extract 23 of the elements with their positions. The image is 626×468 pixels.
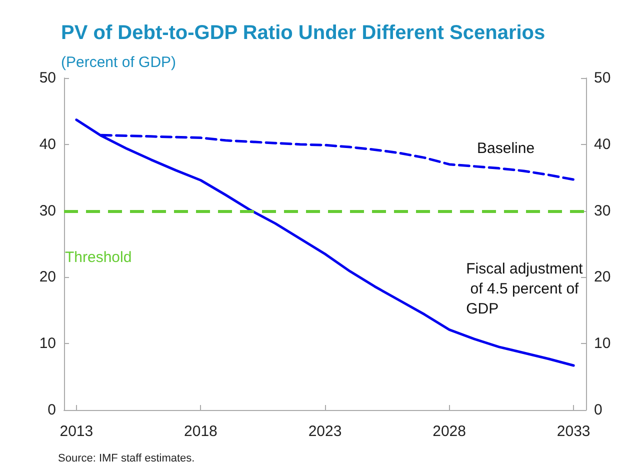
- x-tick-label: 2028: [432, 423, 466, 440]
- y2-tick-label: 10: [594, 335, 611, 352]
- y2-tick-label: 0: [594, 402, 602, 418]
- y2-tick-label: 50: [594, 70, 611, 86]
- x-tick-label: 2018: [184, 423, 218, 440]
- chart-title: PV of Debt-to-GDP Ratio Under Different Scenarios: [61, 22, 546, 44]
- y-tick-label: 50: [39, 70, 56, 86]
- chart-subtitle: (Percent of GDP): [61, 54, 176, 71]
- x-tick-label: 2033: [556, 423, 590, 440]
- y2-tick-label: 30: [594, 202, 611, 220]
- series-label: Baseline: [477, 140, 535, 157]
- y2-tick-label: 20: [594, 268, 611, 286]
- y-tick-label: 10: [39, 335, 56, 352]
- y2-tick-label: 40: [594, 136, 611, 153]
- y-tick-label: 20: [39, 268, 56, 286]
- series-label: Fiscal adjustment of 4.5 percent of GDP: [466, 260, 584, 318]
- y-tick-label: 30: [39, 202, 56, 220]
- ref-line-label: Threshold: [65, 248, 132, 266]
- y-tick-label: 0: [48, 402, 56, 418]
- source-note: Source: IMF staff estimates.: [58, 452, 195, 464]
- y-tick-label: 40: [39, 136, 56, 153]
- x-tick-label: 2023: [308, 423, 342, 440]
- x-tick-label: 2013: [60, 423, 94, 440]
